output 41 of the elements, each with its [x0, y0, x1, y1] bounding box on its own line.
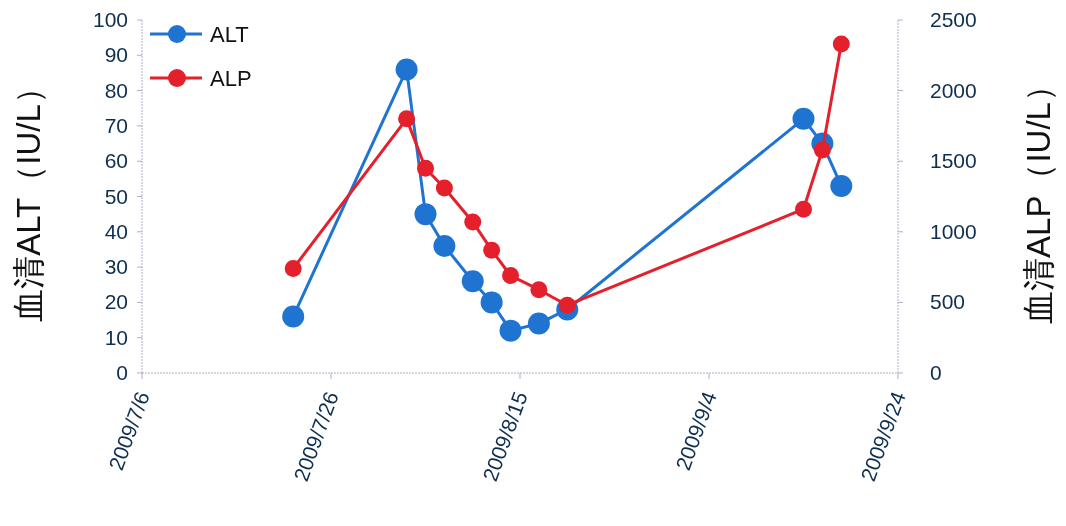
- y2-tick-label: 2000: [930, 78, 977, 102]
- legend-label: ALP: [210, 66, 252, 91]
- y-tick-label: 20: [104, 290, 128, 314]
- y-tick-label: 70: [104, 113, 128, 137]
- y2-tick-label: 1500: [930, 149, 977, 173]
- point: [395, 58, 418, 81]
- y-axis-title: 血清ALT（IU/L）: [10, 71, 47, 322]
- y-tick-label: 100: [92, 8, 128, 31]
- legend-label: ALT: [210, 22, 249, 47]
- point: [284, 260, 302, 278]
- point: [792, 107, 815, 130]
- y-tick-label: 10: [104, 325, 128, 349]
- y-tick-label: 40: [104, 219, 128, 243]
- point: [398, 110, 416, 128]
- y-tick-label: 30: [104, 255, 128, 279]
- y2-tick-label: 1000: [930, 219, 977, 243]
- point: [282, 305, 305, 328]
- y-tick-label: 80: [104, 78, 128, 102]
- point: [499, 319, 522, 342]
- y2-axis-title: 血清ALP（IU/L）: [1020, 69, 1057, 324]
- point: [830, 174, 853, 197]
- point: [483, 241, 501, 259]
- point: [832, 35, 850, 53]
- y-tick-label: 90: [104, 43, 128, 67]
- point: [480, 291, 503, 314]
- point: [502, 267, 520, 285]
- y-tick-label: 60: [104, 149, 128, 173]
- y-tick-label: 0: [116, 361, 128, 384]
- y2-tick-label: 2500: [930, 8, 977, 31]
- y2-tick-label: 0: [930, 361, 942, 384]
- point: [461, 270, 484, 293]
- y-tick-label: 50: [104, 184, 128, 208]
- point: [435, 179, 453, 197]
- point: [433, 234, 456, 257]
- point: [464, 213, 482, 231]
- point: [530, 281, 548, 299]
- point: [795, 200, 812, 218]
- point: [414, 203, 437, 226]
- y2-tick-label: 500: [930, 290, 966, 314]
- point: [527, 312, 550, 335]
- point: [417, 159, 434, 177]
